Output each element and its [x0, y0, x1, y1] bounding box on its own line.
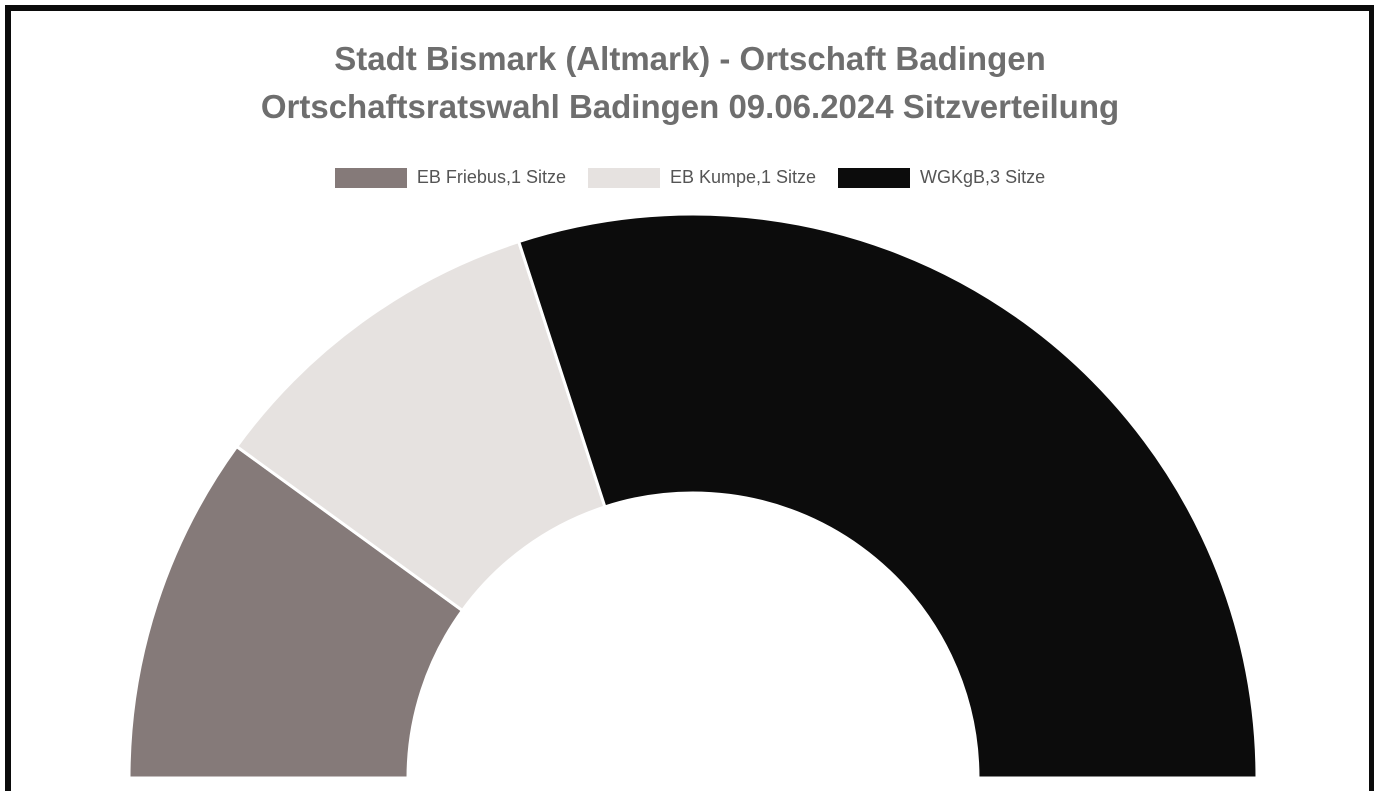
legend-item-eb-kumpe[interactable]: EB Kumpe,1 Sitze: [587, 167, 817, 188]
slice-wgkgb[interactable]: [516, 212, 1259, 780]
legend-item-eb-friebus[interactable]: EB Friebus,1 Sitze: [334, 167, 566, 188]
chart-title-line-1: Stadt Bismark (Altmark) - Ortschaft Badi…: [334, 40, 1046, 77]
chart-slices: [127, 212, 1259, 780]
chart-title-line-2: Ortschaftsratswahl Badingen 09.06.2024 S…: [260, 88, 1120, 125]
slice-eb-kumpe[interactable]: [234, 239, 607, 613]
legend-item-wgkgb[interactable]: WGKgB,3 Sitze: [838, 167, 1045, 188]
chart-legend: EB Friebus,1 Sitze EB Kumpe,1 Sitze WGKg…: [11, 167, 1369, 188]
legend-label-wgkgb: WGKgB,3 Sitze: [920, 167, 1046, 187]
legend-swatch-eb-kumpe: [587, 167, 660, 188]
half-donut-chart: [127, 212, 1259, 780]
legend-label-eb-kumpe: EB Kumpe,1 Sitze: [669, 167, 817, 187]
legend-swatch-eb-friebus: [334, 167, 407, 188]
chart-frame: Stadt Bismark (Altmark) - Ortschaft Badi…: [5, 5, 1374, 791]
legend-swatch-wgkgb: [838, 167, 911, 188]
slice-eb-friebus[interactable]: [127, 444, 465, 780]
legend-label-eb-friebus: EB Friebus,1 Sitze: [416, 167, 566, 187]
